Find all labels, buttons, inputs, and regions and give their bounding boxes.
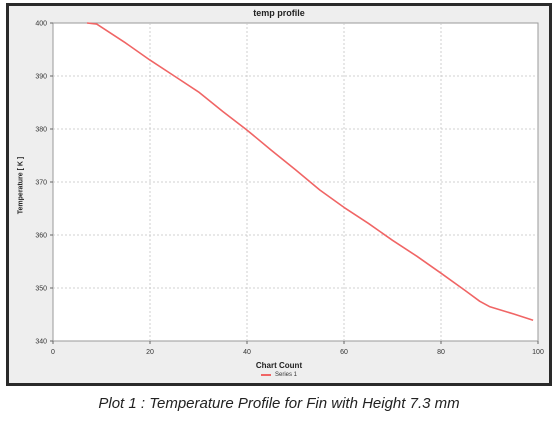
chart-title: temp profile	[253, 8, 305, 18]
y-tick-label: 340	[35, 339, 47, 346]
legend-swatch	[260, 374, 271, 376]
x-tick-label: 0	[51, 349, 55, 356]
x-tick-label: 60	[340, 349, 348, 356]
y-tick-label: 400	[35, 21, 47, 28]
y-tick-label: 390	[35, 74, 47, 81]
x-tick-label: 40	[243, 349, 251, 356]
y-tick-label: 380	[35, 127, 47, 134]
figure-caption: Plot 1 : Temperature Profile for Fin wit…	[98, 395, 460, 412]
y-tick-label: 360	[35, 233, 47, 240]
x-axis-label: Chart Count	[255, 361, 303, 370]
y-tick-label: 350	[35, 286, 47, 293]
line-chart: 0 20 40 60 80 100 340 350 360 370 380 390 400	[35, 21, 544, 357]
y-axis-label: Temperature [ K ]	[17, 156, 25, 215]
x-tick-label: 100	[532, 349, 544, 356]
legend-label: Series 1	[274, 372, 297, 378]
y-tick-label: 370	[35, 180, 47, 187]
legend: Series 1	[9, 372, 549, 378]
series-line	[86, 22, 534, 322]
chart-frame: temp profile 0 20 40 60 80 100 340 350 360 370 380…	[6, 3, 552, 386]
x-tick-label: 80	[437, 349, 445, 356]
x-tick-label: 20	[146, 349, 154, 356]
